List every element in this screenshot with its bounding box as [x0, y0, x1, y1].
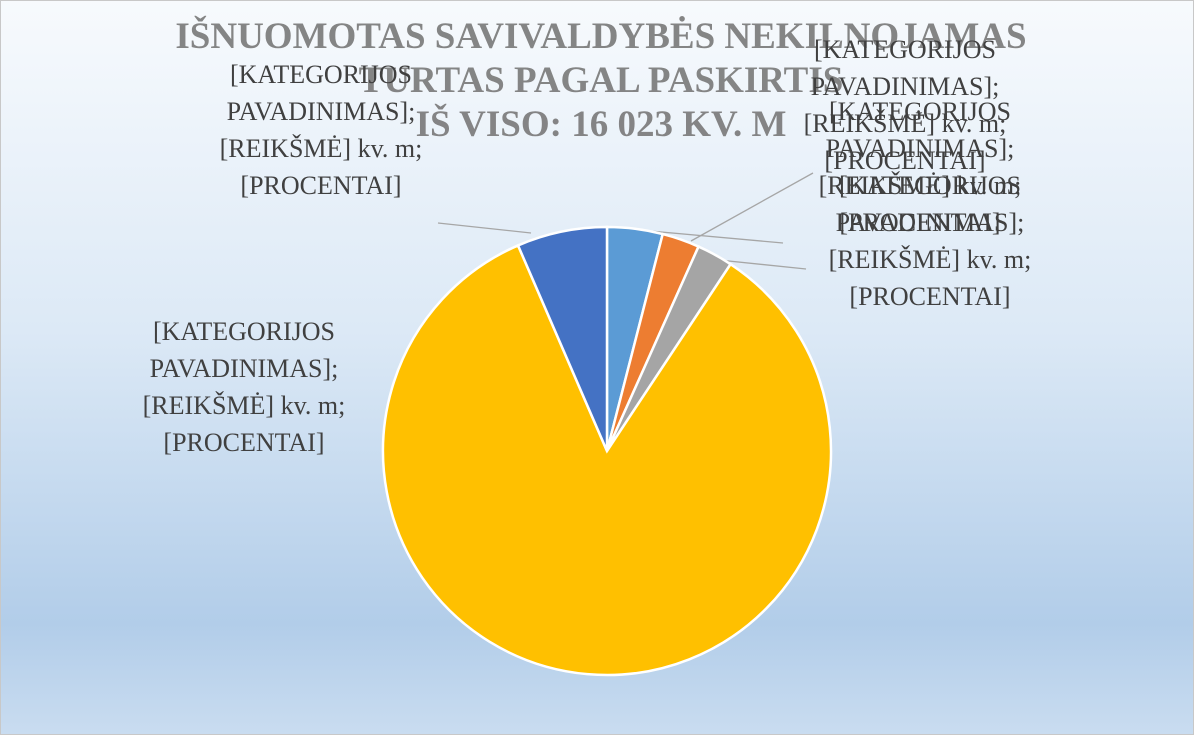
leader-line [638, 229, 784, 244]
data-label: [KATEGORIJOS PAVADINIMAS]; [REIKŠMĖ] kv.… [803, 35, 1007, 175]
pie-slice [516, 225, 609, 452]
leader-line [437, 222, 532, 234]
pie-slice [381, 243, 833, 677]
data-label: [KATEGORIJOS PAVADINIMAS]; [REIKŠMĖ] kv.… [818, 97, 1022, 237]
data-label: [KATEGORIJOS PAVADINIMAS]; [REIKŠMĖ] kv.… [219, 60, 423, 200]
data-label: [KATEGORIJOS PAVADINIMAS]; [REIKŠMĖ] kv.… [828, 171, 1032, 311]
chart-title: IŠNUOMOTAS SAVIVALDYBĖS NEKILNOJAMAS TUR… [175, 16, 1027, 145]
leader-line [690, 172, 814, 242]
data-label: [KATEGORIJOS PAVADINIMAS]; [REIKŠMĖ] kv.… [142, 317, 346, 457]
leader-line [718, 259, 807, 270]
